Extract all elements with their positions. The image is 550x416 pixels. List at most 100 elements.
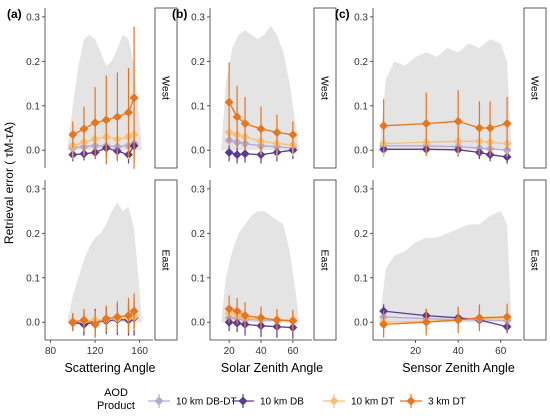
- facet-east: 0.0 0.1 0.2 0.3 East 20 40 60 Solar Zenith Angle: [191, 179, 337, 375]
- y-tick-label: 0.3: [26, 12, 40, 23]
- data-point: [272, 127, 282, 137]
- data-point: [224, 147, 234, 157]
- data-point: [474, 123, 484, 133]
- data-point: [112, 112, 122, 122]
- panel-3: (c) 0.0 0.1 0.2 0.3 West 0.0 0.1 0.2 0.3 East 20 40 6…: [335, 7, 547, 375]
- strip-label: East: [319, 249, 331, 270]
- x-tick-label: 40: [453, 346, 465, 357]
- data-point: [272, 315, 282, 325]
- panel-tag: (a): [7, 7, 22, 21]
- y-tick-label: 0.2: [191, 57, 205, 68]
- facet-west: 0.0 0.1 0.2 0.3 West: [191, 7, 337, 169]
- data-point: [123, 311, 134, 321]
- x-tick-label: 120: [87, 346, 104, 357]
- legend-label: 10 km DT: [351, 397, 394, 408]
- strip-box: [523, 7, 547, 169]
- data-point: [474, 313, 484, 323]
- data-point: [129, 306, 139, 316]
- data-point: [112, 312, 122, 322]
- y-tick-label: 0.0: [26, 146, 40, 157]
- y-tick-label: 0.3: [354, 184, 368, 195]
- data-point: [288, 316, 298, 326]
- data-point: [256, 150, 266, 160]
- legend-items: 10 km DB-DT 10 km DB 10 km DT 3 km DT: [148, 394, 466, 408]
- y-tick-label: 0.0: [354, 146, 368, 157]
- x-tick-label: 80: [45, 346, 57, 357]
- density-shape: [67, 34, 142, 151]
- data-point: [502, 152, 512, 162]
- strip-label: East: [529, 249, 541, 270]
- x-tick-label: 20: [224, 346, 236, 357]
- legend-marker: [329, 396, 339, 406]
- facet-east: 0.0 0.1 0.2 0.3 East 20 40 60 Sensor Zenith Angl…: [354, 179, 547, 375]
- data-point: [224, 97, 234, 107]
- density-shape: [67, 202, 142, 323]
- legend-label: 10 km DB-DT: [176, 397, 237, 408]
- strip-box: [313, 7, 337, 169]
- facet-west: 0.0 0.1 0.2 0.3 West: [354, 7, 547, 169]
- strip-label: East: [160, 249, 172, 270]
- y-tick-label: 0.1: [354, 101, 368, 112]
- strip-label: West: [160, 76, 172, 100]
- series-3kmDT: [224, 62, 298, 152]
- strip-box: [154, 7, 178, 169]
- data-point: [485, 123, 495, 133]
- y-tick-label: 0.2: [26, 57, 40, 68]
- y-tick-label: 0.0: [191, 318, 205, 329]
- panel-tag: (c): [335, 7, 350, 21]
- data-point: [90, 319, 100, 329]
- y-tick-label: 0.1: [26, 101, 40, 112]
- strip-label: West: [529, 76, 541, 100]
- panel-tag: (b): [172, 7, 187, 21]
- y-tick-label: 0.3: [191, 12, 205, 23]
- series-3kmDT: [224, 295, 298, 332]
- y-tick-label: 0.0: [354, 318, 368, 329]
- y-tick-label: 0.1: [191, 101, 205, 112]
- data-point: [232, 150, 242, 160]
- legend-item-DT: 10 km DT: [323, 394, 394, 408]
- legend-marker: [154, 396, 164, 406]
- data-point: [79, 124, 89, 134]
- data-point: [232, 112, 242, 122]
- facet-east: 0.0 0.1 0.2 0.3 East 80 120 160 Scattering Angle: [26, 179, 178, 375]
- density-shape: [379, 39, 512, 151]
- data-point: [421, 119, 431, 129]
- density-shape: [379, 211, 512, 323]
- y-tick-label: 0.2: [191, 229, 205, 240]
- legend-item-DB: 10 km DB: [232, 394, 304, 408]
- panel-2: (b) 0.0 0.1 0.2 0.3 West 0.0 0.1 0.2 0.3 East 20 40 6…: [172, 7, 337, 375]
- facet-west: 0.0 0.1 0.2 0.3 West: [26, 7, 178, 169]
- legend-marker: [406, 396, 416, 406]
- y-tick-label: 0.1: [26, 273, 40, 284]
- legend-item-3kmDT: 3 km DT: [400, 394, 466, 408]
- legend-label: 10 km DB: [260, 397, 304, 408]
- data-point: [453, 315, 463, 325]
- y-tick-label: 0.0: [191, 146, 205, 157]
- data-point: [90, 118, 100, 128]
- x-axis-label: Sensor Zenith Angle: [402, 361, 515, 375]
- data-point: [453, 116, 463, 126]
- data-point: [68, 317, 78, 327]
- series-3kmDT: [68, 293, 139, 338]
- data-point: [379, 121, 389, 131]
- strip-box: [313, 179, 337, 341]
- strip-label: West: [319, 76, 331, 100]
- data-point: [232, 306, 242, 316]
- legend-title-line-1: AOD: [104, 387, 128, 399]
- series-3kmDT: [379, 90, 512, 155]
- x-tick-label: 60: [495, 346, 507, 357]
- density-shape: [221, 211, 300, 323]
- legend-item-DB-DT: 10 km DB-DT: [148, 394, 237, 408]
- data-point: [123, 107, 134, 117]
- x-axis-label: Scattering Angle: [64, 361, 155, 375]
- data-point: [240, 119, 250, 129]
- panels: (a) 0.0 0.1 0.2 0.3 West 0.0 0.1 0.2 0.3 East 80 120…: [7, 7, 547, 375]
- y-tick-label: 0.1: [191, 273, 205, 284]
- x-tick-label: 160: [131, 346, 148, 357]
- y-tick-label: 0.2: [354, 229, 368, 240]
- data-point: [101, 115, 111, 125]
- legend: AOD Product 10 km DB-DT 10 km DB 10 km DT 3…: [97, 387, 466, 412]
- data-point: [240, 311, 250, 321]
- data-point: [68, 130, 78, 140]
